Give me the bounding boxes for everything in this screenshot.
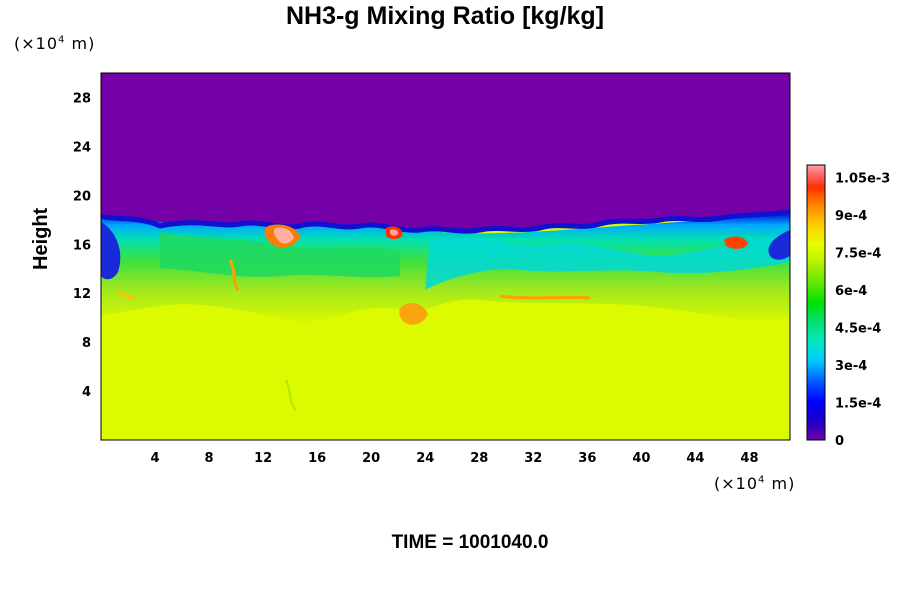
y-tick-label: 4 — [82, 385, 91, 400]
x-tick-label: 48 — [740, 451, 758, 466]
colorbar-tick-label: 0 — [835, 434, 844, 449]
heatmap-field — [101, 73, 790, 440]
y-tick-label: 12 — [73, 287, 91, 302]
hotspot-b-core — [390, 229, 399, 236]
x-tick-label: 28 — [470, 451, 488, 466]
y-tick-label: 28 — [73, 91, 91, 106]
plot-frame — [100, 72, 791, 441]
orange-streak-3 — [117, 290, 136, 300]
y-unit-label: (×104 m) — [14, 34, 96, 53]
x-tick-label: 16 — [308, 451, 326, 466]
x-tick-label: 32 — [524, 451, 542, 466]
x-tick-label: 12 — [254, 451, 272, 466]
hotspot-c — [724, 236, 748, 249]
orange-streak-2 — [499, 294, 591, 300]
x-tick-label: 8 — [205, 451, 214, 466]
x-unit-label: (×104 m) — [714, 474, 796, 493]
x-tick-label: 20 — [362, 451, 380, 466]
y-axis-ticks: 4 8 12 16 20 24 28 — [73, 91, 91, 400]
colorbar-tick-label: 9e-4 — [835, 209, 867, 224]
right-blue-eddy — [768, 230, 790, 260]
colorbar-tick-label: 7.5e-4 — [835, 247, 881, 262]
upper-layer-region — [101, 73, 790, 232]
hotspot-a-core — [273, 227, 294, 244]
chart-title: NH3-g Mixing Ratio [kg/kg] — [285, 2, 605, 30]
left-blue-eddy — [101, 222, 121, 280]
boundary-blue-band — [101, 209, 790, 234]
colorbar-labels: 1.05e-3 9e-4 7.5e-4 6e-4 4.5e-4 3e-4 1.5e-4 0 — [835, 172, 890, 450]
colorbar-tick-label: 1.05e-3 — [835, 172, 890, 187]
cyan-eddy — [425, 232, 790, 290]
x-tick-label: 44 — [686, 451, 704, 466]
colorbar-tick-label: 3e-4 — [835, 359, 867, 374]
x-tick-label: 40 — [632, 451, 650, 466]
time-label: TIME = 1001040.0 — [391, 532, 549, 553]
y-tick-label: 8 — [82, 336, 91, 351]
x-tick-label: 24 — [416, 451, 434, 466]
x-axis-ticks: 4 8 12 16 20 24 28 32 36 40 44 48 — [151, 451, 759, 466]
hotspot-d — [399, 303, 428, 325]
green-eddy — [160, 232, 400, 278]
x-tick-label: 4 — [151, 451, 160, 466]
y-tick-label: 24 — [73, 140, 91, 155]
colorbar — [806, 164, 826, 441]
colorbar-tick-label: 1.5e-4 — [835, 397, 881, 412]
y-tick-label: 16 — [73, 238, 91, 253]
colorbar-tick-label: 6e-4 — [835, 284, 867, 299]
orange-streak-1 — [228, 259, 240, 291]
x-tick-label: 36 — [578, 451, 596, 466]
y-tick-label: 20 — [73, 189, 91, 204]
green-streak — [285, 379, 297, 411]
colorbar-tick-label: 4.5e-4 — [835, 322, 881, 337]
